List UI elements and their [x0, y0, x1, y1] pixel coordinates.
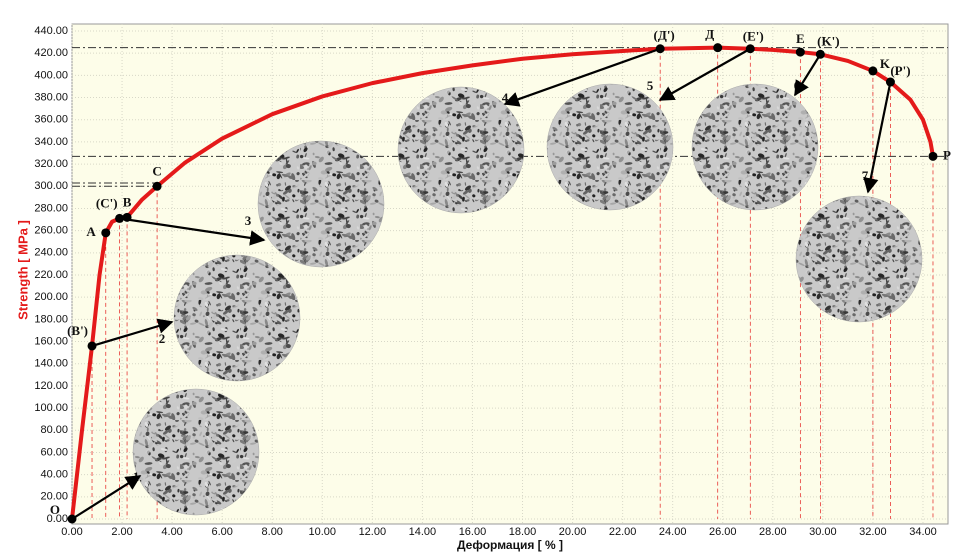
y-tick-label: 160.00 — [34, 335, 68, 347]
y-tick-label: 320.00 — [34, 158, 68, 170]
x-tick-label: 22.00 — [609, 526, 637, 538]
x-tick-label: 20.00 — [559, 526, 587, 538]
x-tick-label: 18.00 — [509, 526, 537, 538]
point-label: A — [86, 224, 96, 239]
y-tick-label: 180.00 — [34, 313, 68, 325]
point-label: (K') — [817, 33, 839, 48]
point-label: K — [880, 56, 891, 71]
point — [101, 228, 110, 237]
point-label: (E') — [743, 29, 764, 44]
micrograph — [133, 389, 259, 515]
y-tick-label: 440.00 — [34, 25, 68, 37]
y-tick-label: 260.00 — [34, 225, 68, 237]
micrograph — [692, 84, 818, 210]
point-label: (C') — [96, 195, 118, 210]
x-tick-label: 14.00 — [409, 526, 437, 538]
x-tick-label: 6.00 — [211, 526, 232, 538]
micrograph-label: 5 — [647, 78, 654, 93]
x-tick-label: 10.00 — [309, 526, 337, 538]
point-label: B — [123, 194, 132, 209]
point — [868, 66, 877, 75]
y-tick-label: 220.00 — [34, 269, 68, 281]
point — [68, 515, 77, 524]
point — [886, 78, 895, 87]
micrograph-label: 3 — [245, 213, 252, 228]
micrograph-label: 2 — [159, 331, 166, 346]
micrograph — [796, 196, 922, 322]
x-tick-label: 32.00 — [859, 526, 887, 538]
x-tick-label: 2.00 — [111, 526, 132, 538]
point-label: C — [152, 163, 161, 178]
y-tick-label: 360.00 — [34, 114, 68, 126]
x-tick-label: 28.00 — [759, 526, 787, 538]
x-tick-label: 4.00 — [161, 526, 182, 538]
x-tick-label: 26.00 — [709, 526, 737, 538]
point — [796, 48, 805, 57]
y-tick-label: 200.00 — [34, 291, 68, 303]
micrograph — [547, 84, 673, 210]
chart: Strength [ MPa ] Деформация [ % ] 0.00 20… — [0, 0, 960, 553]
micrograph — [174, 255, 300, 381]
y-tick-label: 20.00 — [40, 491, 68, 503]
y-tick-label: 300.00 — [34, 180, 68, 192]
x-tick-label: 16.00 — [459, 526, 487, 538]
point — [123, 213, 132, 222]
point-label: E — [796, 31, 805, 46]
point — [928, 152, 937, 161]
x-tick-label: 34.00 — [909, 526, 937, 538]
y-tick-label: 140.00 — [34, 358, 68, 370]
y-axis-title: Strength [ MPa ] — [15, 220, 30, 320]
point — [88, 341, 97, 350]
y-tick-label: 40.00 — [40, 469, 68, 481]
point — [816, 50, 825, 59]
point-label: O — [50, 502, 60, 517]
y-tick-label: 60.00 — [40, 446, 68, 458]
point-label: (P') — [890, 63, 910, 78]
x-tick-label: 0.00 — [61, 526, 82, 538]
page: Strength [ MPa ] Деформация [ % ] 0.00 20… — [0, 0, 960, 553]
point-label: Д — [705, 27, 714, 42]
x-axis-title: Деформация [ % ] — [457, 538, 563, 552]
micrograph — [258, 141, 384, 267]
x-tick-label: 8.00 — [262, 526, 283, 538]
y-tick-label: 340.00 — [34, 136, 68, 148]
y-tick-label: 80.00 — [40, 424, 68, 436]
micrograph-label: 7 — [862, 168, 869, 183]
point-label: (Д') — [654, 28, 675, 43]
point — [713, 43, 722, 52]
y-tick-label: 120.00 — [34, 380, 68, 392]
y-tick-label: 240.00 — [34, 247, 68, 259]
y-tick-label: 100.00 — [34, 402, 68, 414]
x-tick-label: 12.00 — [359, 526, 387, 538]
point-label: (B') — [67, 323, 88, 338]
y-tick-label: 420.00 — [34, 47, 68, 59]
point — [656, 44, 665, 53]
y-tick-label: 400.00 — [34, 69, 68, 81]
point-label: P — [943, 147, 951, 162]
point — [746, 44, 755, 53]
y-tick-label: 280.00 — [34, 202, 68, 214]
y-tick-label: 380.00 — [34, 91, 68, 103]
x-tick-label: 30.00 — [809, 526, 837, 538]
micrograph — [398, 87, 524, 213]
x-tick-label: 24.00 — [659, 526, 687, 538]
point — [153, 182, 162, 191]
